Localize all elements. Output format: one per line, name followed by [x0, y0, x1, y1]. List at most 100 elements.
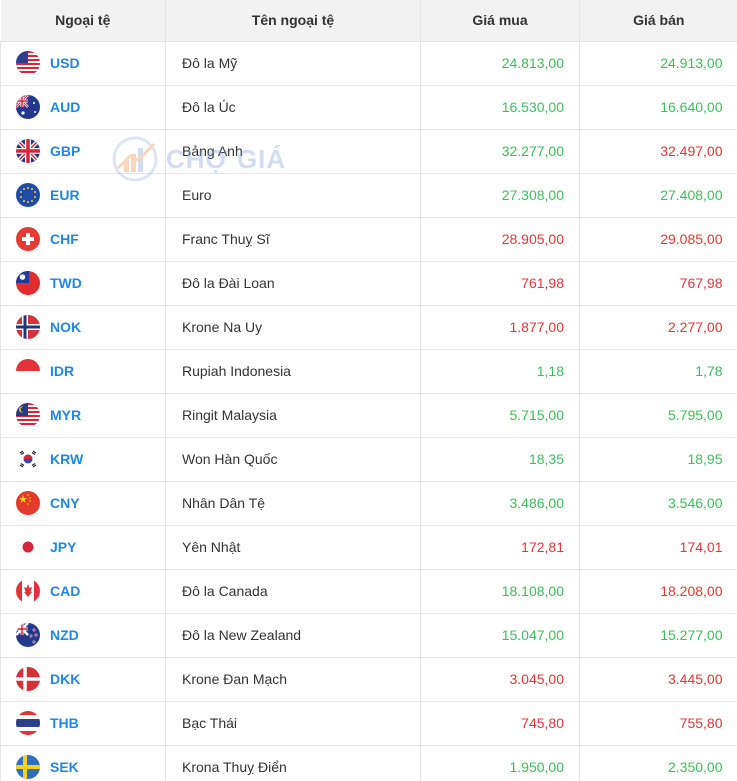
- currency-code-cell: KRW: [0, 437, 166, 482]
- gb-flag-icon: [16, 139, 40, 163]
- buy-price: 172,81: [420, 525, 580, 570]
- sell-price: 1,78: [579, 349, 737, 394]
- currency-code[interactable]: THB: [50, 715, 79, 731]
- currency-code[interactable]: DKK: [50, 671, 81, 687]
- buy-price: 18,35: [420, 437, 580, 482]
- se-flag-icon: [16, 755, 40, 779]
- th-flag-icon: [16, 711, 40, 735]
- table-row[interactable]: JPY Yên Nhật 172,81 174,01: [0, 525, 737, 570]
- table-row[interactable]: GBP Bảng Anh 32.277,00 32.497,00: [0, 129, 737, 174]
- currency-code[interactable]: CAD: [50, 583, 81, 599]
- currency-code[interactable]: NZD: [50, 627, 79, 643]
- currency-code[interactable]: GBP: [50, 143, 81, 159]
- table-row[interactable]: NOK Krone Na Uy 1.877,00 2.277,00: [0, 305, 737, 350]
- currency-name: Rupiah Indonesia: [165, 349, 421, 394]
- currency-name: Bạc Thái: [165, 701, 421, 746]
- currency-code[interactable]: MYR: [50, 407, 82, 423]
- header-name[interactable]: Tên ngoại tệ: [165, 0, 421, 42]
- header-buy[interactable]: Giá mua: [420, 0, 580, 42]
- table-row[interactable]: AUD Đô la Úc 16.530,00 16.640,00: [0, 85, 737, 130]
- table-row[interactable]: CNY Nhân Dân Tệ 3.486,00 3.546,00: [0, 481, 737, 526]
- currency-code-cell: JPY: [0, 525, 166, 570]
- buy-price: 1,18: [420, 349, 580, 394]
- sell-price: 32.497,00: [579, 129, 737, 174]
- table-header: Ngoại tệ Tên ngoại tệ Giá mua Giá bán: [0, 0, 737, 42]
- dk-flag-icon: [16, 667, 40, 691]
- currency-code[interactable]: CHF: [50, 231, 79, 247]
- currency-code[interactable]: EUR: [50, 187, 80, 203]
- currency-code[interactable]: AUD: [50, 99, 81, 115]
- currency-code-cell: THB: [0, 701, 166, 746]
- buy-price: 24.813,00: [420, 41, 580, 86]
- jp-flag-icon: [16, 535, 40, 559]
- sell-price: 2.277,00: [579, 305, 737, 350]
- tw-flag-icon: [16, 271, 40, 295]
- currency-code[interactable]: TWD: [50, 275, 82, 291]
- table-row[interactable]: USD Đô la Mỹ 24.813,00 24.913,00: [0, 41, 737, 86]
- table-row[interactable]: SEK Krona Thuỵ Điển 1.950,00 2.350,00: [0, 745, 737, 781]
- sell-price: 5.795,00: [579, 393, 737, 438]
- currency-code-cell: GBP: [0, 129, 166, 174]
- currency-code[interactable]: NOK: [50, 319, 82, 335]
- currency-code-cell: AUD: [0, 85, 166, 130]
- currency-code-cell: CAD: [0, 569, 166, 614]
- currency-code[interactable]: KRW: [50, 451, 84, 467]
- currency-code[interactable]: USD: [50, 55, 80, 71]
- sell-price: 15.277,00: [579, 613, 737, 658]
- table-row[interactable]: CAD Đô la Canada 18.108,00 18.208,00: [0, 569, 737, 614]
- currency-name: Đô la Mỹ: [165, 41, 421, 86]
- ca-flag-icon: [16, 579, 40, 603]
- currency-name: Đô la Úc: [165, 85, 421, 130]
- kr-flag-icon: [16, 447, 40, 471]
- table-row[interactable]: EUR Euro 27.308,00 27.408,00: [0, 173, 737, 218]
- currency-name: Ringit Malaysia: [165, 393, 421, 438]
- currency-code-cell: CNY: [0, 481, 166, 526]
- us-flag-icon: [16, 51, 40, 75]
- buy-price: 761,98: [420, 261, 580, 306]
- currency-code[interactable]: IDR: [50, 363, 75, 379]
- currency-name: Nhân Dân Tệ: [165, 481, 421, 526]
- currency-name: Krona Thuỵ Điển: [165, 745, 421, 781]
- buy-price: 1.877,00: [420, 305, 580, 350]
- eu-flag-icon: [16, 183, 40, 207]
- cn-flag-icon: [16, 491, 40, 515]
- currency-code-cell: IDR: [0, 349, 166, 394]
- currency-code-cell: TWD: [0, 261, 166, 306]
- ch-flag-icon: [16, 227, 40, 251]
- table-row[interactable]: THB Bạc Thái 745,80 755,80: [0, 701, 737, 746]
- buy-price: 27.308,00: [420, 173, 580, 218]
- sell-price: 27.408,00: [579, 173, 737, 218]
- header-code[interactable]: Ngoại tệ: [0, 0, 166, 42]
- sell-price: 767,98: [579, 261, 737, 306]
- currency-name: Krone Na Uy: [165, 305, 421, 350]
- currency-code-cell: CHF: [0, 217, 166, 262]
- table-row[interactable]: TWD Đô la Đài Loan 761,98 767,98: [0, 261, 737, 306]
- currency-code-cell: USD: [0, 41, 166, 86]
- sell-price: 29.085,00: [579, 217, 737, 262]
- currency-name: Bảng Anh: [165, 129, 421, 174]
- no-flag-icon: [16, 315, 40, 339]
- buy-price: 3.045,00: [420, 657, 580, 702]
- buy-price: 15.047,00: [420, 613, 580, 658]
- sell-price: 755,80: [579, 701, 737, 746]
- currency-code[interactable]: JPY: [50, 539, 77, 555]
- sell-price: 18.208,00: [579, 569, 737, 614]
- currency-code[interactable]: CNY: [50, 495, 80, 511]
- currency-code-cell: SEK: [0, 745, 166, 781]
- buy-price: 5.715,00: [420, 393, 580, 438]
- sell-price: 174,01: [579, 525, 737, 570]
- currency-code[interactable]: SEK: [50, 759, 79, 775]
- table-row[interactable]: IDR Rupiah Indonesia 1,18 1,78: [0, 349, 737, 394]
- buy-price: 3.486,00: [420, 481, 580, 526]
- currency-code-cell: MYR: [0, 393, 166, 438]
- table-row[interactable]: MYR Ringit Malaysia 5.715,00 5.795,00: [0, 393, 737, 438]
- currency-name: Euro: [165, 173, 421, 218]
- header-sell[interactable]: Giá bán: [579, 0, 737, 42]
- buy-price: 18.108,00: [420, 569, 580, 614]
- table-row[interactable]: DKK Krone Đan Mạch 3.045,00 3.445,00: [0, 657, 737, 702]
- table-row[interactable]: NZD Đô la New Zealand 15.047,00 15.277,00: [0, 613, 737, 658]
- table-row[interactable]: KRW Won Hàn Quốc 18,35 18,95: [0, 437, 737, 482]
- table-row[interactable]: CHF Franc Thuỵ Sĩ 28.905,00 29.085,00: [0, 217, 737, 262]
- table-body: USD Đô la Mỹ 24.813,00 24.913,00 AUD Đô la Úc…: [0, 41, 737, 781]
- sell-price: 16.640,00: [579, 85, 737, 130]
